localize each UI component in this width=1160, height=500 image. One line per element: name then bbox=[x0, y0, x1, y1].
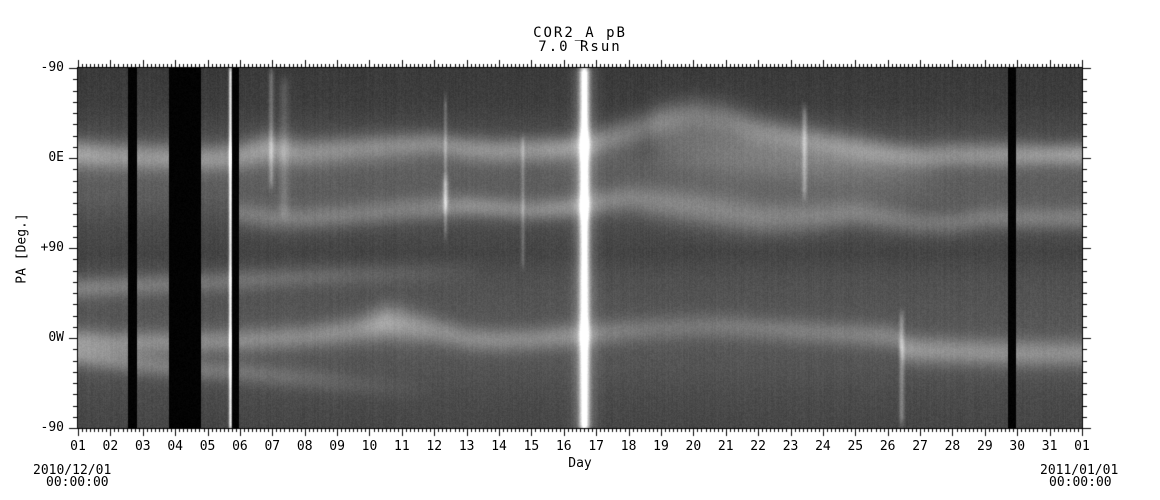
x-tick-label: 06 bbox=[226, 440, 254, 453]
x-tick-label: 24 bbox=[809, 440, 837, 453]
x-tick-label: 03 bbox=[129, 440, 157, 453]
y-tick-label: 0W bbox=[22, 331, 64, 344]
x-tick-label: 15 bbox=[517, 440, 545, 453]
x-tick-label: 11 bbox=[388, 440, 416, 453]
y-tick-label: -90 bbox=[22, 421, 64, 434]
x-tick-label: 18 bbox=[615, 440, 643, 453]
x-tick-label: 09 bbox=[323, 440, 351, 453]
x-tick-label: 28 bbox=[938, 440, 966, 453]
x-tick-label: 20 bbox=[679, 440, 707, 453]
start-time-label: 00:00:00 bbox=[46, 476, 109, 489]
y-tick-label: +90 bbox=[22, 241, 64, 254]
coronagraph-synoptic-figure: COR2_A pB 7.0 Rsun Day PA [Deg.] 2010/12… bbox=[0, 0, 1160, 500]
x-tick-label: 29 bbox=[971, 440, 999, 453]
x-tick-label: 31 bbox=[1036, 440, 1064, 453]
x-tick-label: 04 bbox=[161, 440, 189, 453]
y-tick-label: -90 bbox=[22, 61, 64, 74]
x-tick-label: 02 bbox=[96, 440, 124, 453]
x-tick-label: 12 bbox=[420, 440, 448, 453]
x-tick-label: 25 bbox=[841, 440, 869, 453]
x-tick-label: 13 bbox=[453, 440, 481, 453]
x-tick-label: 19 bbox=[647, 440, 675, 453]
x-tick-label: 26 bbox=[874, 440, 902, 453]
x-tick-label: 16 bbox=[550, 440, 578, 453]
chart-subtitle: 7.0 Rsun bbox=[78, 41, 1082, 54]
x-tick-label: 17 bbox=[582, 440, 610, 453]
heatmap-canvas bbox=[0, 0, 1160, 500]
x-tick-label: 10 bbox=[355, 440, 383, 453]
x-tick-label: 14 bbox=[485, 440, 513, 453]
x-tick-label: 07 bbox=[258, 440, 286, 453]
x-tick-label: 01 bbox=[64, 440, 92, 453]
x-tick-label: 21 bbox=[712, 440, 740, 453]
y-tick-label: 0E bbox=[22, 151, 64, 164]
x-tick-label: 01 bbox=[1068, 440, 1096, 453]
end-time-label: 00:00:00 bbox=[1049, 476, 1112, 489]
x-tick-label: 23 bbox=[777, 440, 805, 453]
x-tick-label: 30 bbox=[1003, 440, 1031, 453]
x-tick-label: 08 bbox=[291, 440, 319, 453]
x-tick-label: 27 bbox=[906, 440, 934, 453]
x-axis-label: Day bbox=[78, 457, 1082, 470]
x-tick-label: 05 bbox=[194, 440, 222, 453]
x-tick-label: 22 bbox=[744, 440, 772, 453]
